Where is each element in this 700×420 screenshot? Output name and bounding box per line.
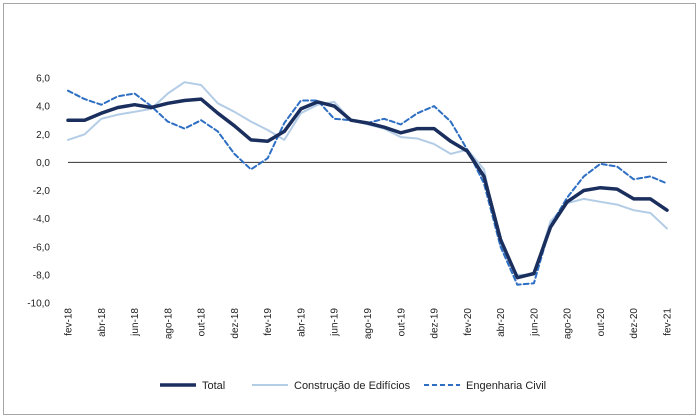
- series-line-2: [67, 89, 668, 286]
- legend: Total Construção de Edifícios Engenharia C…: [160, 380, 546, 392]
- x-tick-label: ago-18: [163, 308, 174, 340]
- x-tick-label: fev-20: [463, 308, 474, 336]
- x-tick-label: dez-19: [430, 308, 441, 339]
- series-lines: [66, 81, 669, 286]
- x-tick-label: fev-19: [263, 308, 274, 336]
- x-tick-label: ago-20: [563, 308, 574, 340]
- y-tick-label: -10,0: [27, 299, 50, 310]
- y-tick-label: 4,0: [36, 102, 50, 113]
- x-tick-label: abr-20: [496, 308, 507, 337]
- x-tick-label: ago-19: [363, 308, 374, 340]
- legend-label-0: Total: [202, 380, 225, 392]
- y-tick-label: -6,0: [33, 242, 51, 253]
- y-tick-label: -4,0: [33, 214, 51, 225]
- x-tick-label: dez-20: [629, 308, 640, 339]
- chart-frame: [3, 3, 696, 415]
- y-axis-tick-labels: 6,0 4,0 2,0 0,0 -2,0 -4,0 -6,0 -8,0 -10,0: [27, 74, 50, 310]
- y-tick-label: 6,0: [36, 74, 50, 85]
- x-tick-label: fev-18: [64, 308, 75, 336]
- x-tick-label: jun-20: [529, 308, 540, 337]
- y-tick-label: 2,0: [36, 130, 50, 141]
- y-tick-label: -8,0: [33, 270, 51, 281]
- x-tick-label: out-19: [396, 308, 407, 337]
- x-tick-label: abr-18: [97, 308, 108, 337]
- x-tick-label: fev-21: [663, 308, 674, 336]
- x-tick-label: dez-18: [230, 308, 241, 339]
- x-tick-label: jun-18: [130, 308, 141, 337]
- legend-label-2: Engenharia Civil: [466, 380, 546, 392]
- series-line-0: [66, 97, 669, 280]
- x-tick-label: out-18: [197, 308, 208, 337]
- x-tick-label: out-20: [596, 308, 607, 337]
- x-axis-tick-labels: fev-18 abr-18 jun-18 ago-18 out-18 dez-18 fev-…: [64, 308, 674, 340]
- y-tick-label: -2,0: [33, 186, 51, 197]
- x-tick-label: abr-19: [296, 308, 307, 337]
- x-tick-label: jun-19: [330, 308, 341, 337]
- legend-label-1: Construção de Edifícios: [294, 380, 411, 392]
- y-tick-label: 0,0: [36, 158, 50, 169]
